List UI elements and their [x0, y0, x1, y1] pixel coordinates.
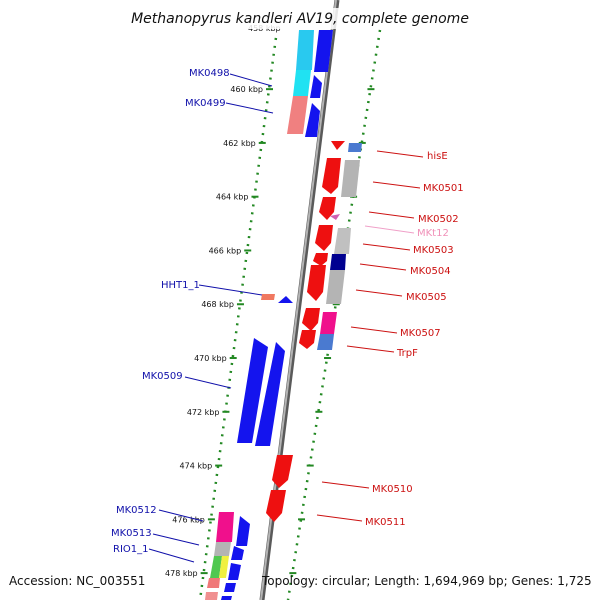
gene-labels: MK0498 MK0499 HHT1_1 MK0509 MK0512 MK051…: [111, 68, 464, 555]
gene-MK0499[interactable]: [287, 70, 322, 137]
gene-HHT1_1[interactable]: [261, 294, 293, 303]
label-MK0511[interactable]: MK0511: [365, 517, 406, 528]
label-MK0498[interactable]: MK0498: [189, 68, 230, 79]
label-RIO1_1[interactable]: RIO1_1: [113, 544, 149, 555]
label-MK0499[interactable]: MK0499: [185, 98, 226, 109]
label-MK0512[interactable]: MK0512: [116, 505, 157, 516]
ruler-label: 460 kbp: [230, 85, 263, 94]
label-MK0503[interactable]: MK0503: [413, 245, 454, 256]
gene-MK0507[interactable]: [302, 308, 337, 334]
label-hisE[interactable]: hisE: [427, 151, 448, 162]
gene-MK0513[interactable]: [214, 542, 244, 560]
label-HHT1_1[interactable]: HHT1_1: [161, 280, 200, 291]
label-MK0501[interactable]: MK0501: [423, 183, 464, 194]
label-TrpF[interactable]: TrpF: [396, 348, 418, 359]
gene-RIO1_1[interactable]: [205, 556, 241, 600]
gene-MK0512[interactable]: [216, 512, 250, 546]
ruler-label: 466 kbp: [209, 246, 242, 255]
label-MK0505[interactable]: MK0505: [406, 292, 447, 303]
map-title: Methanopyrus kandleri AV19, complete gen…: [131, 11, 469, 27]
gene-MK0509[interactable]: [237, 338, 285, 446]
gene-MK0510[interactable]: [272, 455, 293, 488]
gene-MK0504[interactable]: [313, 253, 346, 270]
gene-MKt12[interactable]: [330, 214, 340, 220]
ruler-label: 472 kbp: [187, 408, 220, 417]
gene-MK0503[interactable]: [315, 225, 351, 254]
title-band: [130, 8, 475, 29]
gene-MK0501[interactable]: [322, 158, 360, 197]
label-MK0504[interactable]: MK0504: [410, 266, 451, 277]
gene-MK0502[interactable]: [319, 197, 336, 220]
gene-hisE[interactable]: [331, 141, 362, 152]
label-leaders: [148, 73, 424, 563]
accession-text: Accession: NC_003551: [9, 574, 146, 588]
ruler-label: 476 kbp: [172, 515, 205, 524]
forward-strand-genes: [205, 30, 333, 600]
label-MK0510[interactable]: MK0510: [372, 484, 413, 495]
ruler-label: 478 kbp: [165, 569, 198, 578]
gene-MK0511[interactable]: [266, 490, 286, 522]
label-MK0509[interactable]: MK0509: [142, 371, 183, 382]
ruler-label: 468 kbp: [201, 300, 234, 309]
gene-MK0505[interactable]: [307, 265, 345, 304]
gene-TrpF[interactable]: [299, 330, 334, 350]
topology-text: Topology: circular; Length: 1,694,969 bp…: [262, 574, 592, 588]
reverse-strand-genes: [266, 141, 362, 522]
ruler-label: 464 kbp: [216, 193, 249, 202]
ruler-label: 474 kbp: [180, 462, 213, 471]
gene-MK0498[interactable]: [296, 30, 333, 72]
label-MK0502[interactable]: MK0502: [418, 214, 459, 225]
ruler-label: 470 kbp: [194, 354, 227, 363]
label-MK0513[interactable]: MK0513: [111, 528, 152, 539]
ruler-label: 462 kbp: [223, 139, 256, 148]
label-MKt12[interactable]: MKt12: [417, 228, 449, 239]
label-MK0507[interactable]: MK0507: [400, 328, 441, 339]
